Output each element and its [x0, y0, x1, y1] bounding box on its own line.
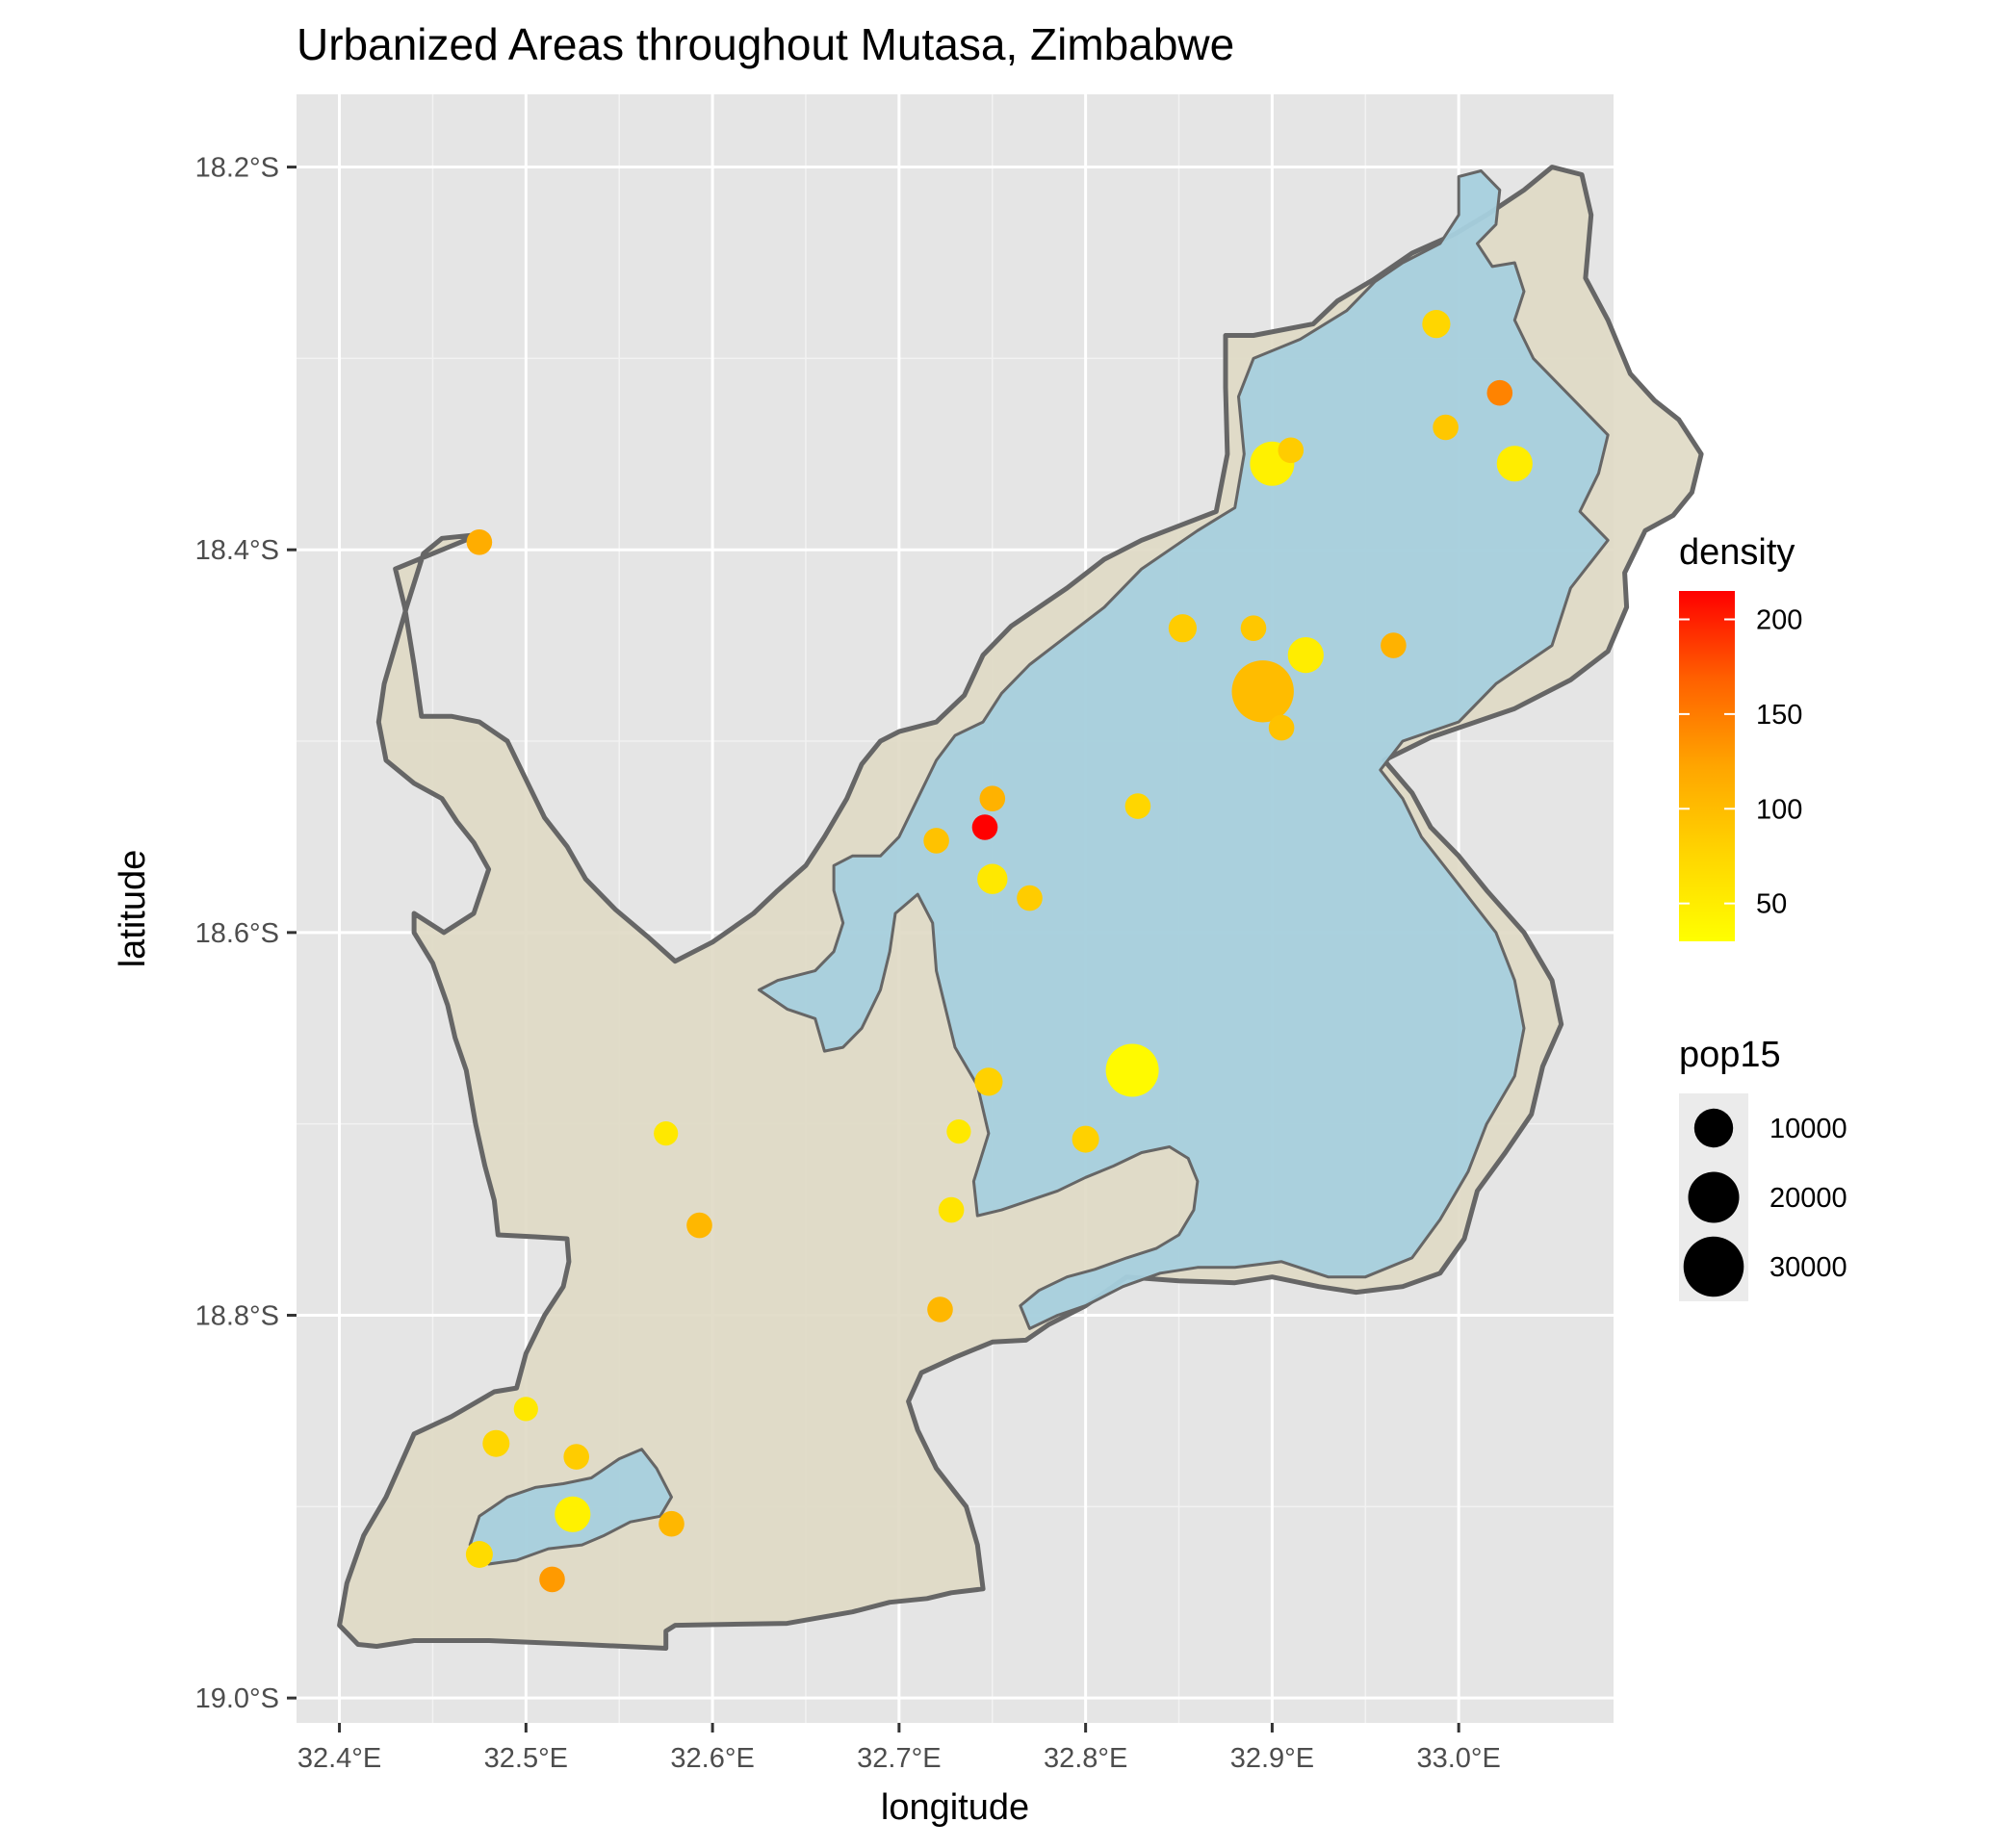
density-legend: density 200 150 100 50 [1679, 532, 1802, 941]
y-tick-label: 18.4°S [195, 535, 279, 566]
x-tick-label: 32.8°E [1044, 1743, 1127, 1774]
settlement-points-layer [465, 310, 1533, 1593]
settlement-point [1240, 615, 1267, 641]
y-tick-label: 18.8°S [195, 1301, 279, 1332]
settlement-point [465, 1541, 493, 1568]
urban-area [758, 169, 1610, 1330]
pop15-legend: pop15 10000 20000 30000 [1679, 1035, 1847, 1301]
settlement-point [654, 1121, 679, 1146]
settlement-point [938, 1196, 965, 1223]
density-legend-label: 100 [1756, 794, 1802, 825]
settlement-point [555, 1496, 591, 1532]
settlement-point [1105, 1043, 1159, 1097]
pop15-key-circle [1683, 1236, 1744, 1297]
chart-title: Urbanized Areas throughout Mutasa, Zimba… [297, 19, 1234, 69]
pop15-key-circle [1688, 1171, 1740, 1223]
x-tick-label: 33.0°E [1416, 1743, 1500, 1774]
settlement-point [1231, 660, 1294, 723]
pop15-legend-label: 30000 [1769, 1252, 1847, 1283]
y-axis: 18.2°S 18.4°S 18.6°S 18.8°S 19.0°S [195, 153, 297, 1714]
settlement-point [1496, 446, 1533, 482]
settlement-point [1168, 614, 1197, 643]
density-colorbar [1679, 591, 1735, 941]
y-tick-label: 18.6°S [195, 918, 279, 949]
settlement-point [946, 1119, 971, 1144]
x-tick-label: 32.7°E [857, 1743, 941, 1774]
x-tick-label: 32.4°E [297, 1743, 381, 1774]
settlement-point [923, 828, 949, 854]
settlement-point [977, 863, 1008, 894]
settlement-point [513, 1397, 538, 1422]
settlement-point [1072, 1125, 1099, 1153]
settlement-point [979, 785, 1006, 811]
settlement-point [482, 1429, 510, 1457]
x-tick-label: 32.9°E [1230, 1743, 1314, 1774]
x-axis-title: longitude [881, 1787, 1029, 1828]
pop15-legend-label: 20000 [1769, 1183, 1847, 1214]
x-tick-label: 32.5°E [484, 1743, 568, 1774]
settlement-point [1124, 793, 1151, 819]
settlement-point [974, 1067, 1003, 1096]
density-legend-label: 200 [1756, 605, 1802, 636]
x-tick-label: 32.6°E [670, 1743, 754, 1774]
settlement-point [1433, 414, 1459, 441]
density-legend-title: density [1679, 532, 1795, 573]
density-legend-label: 50 [1756, 889, 1787, 920]
settlement-point [466, 529, 493, 555]
settlement-point [1486, 379, 1513, 406]
y-tick-label: 19.0°S [195, 1683, 279, 1714]
pop15-legend-title: pop15 [1679, 1035, 1781, 1075]
pop15-key-circle [1693, 1108, 1734, 1148]
settlement-point [1422, 310, 1451, 339]
density-legend-label: 150 [1756, 700, 1802, 731]
settlement-point [927, 1296, 953, 1322]
settlement-point [686, 1212, 712, 1239]
y-axis-title: latitude [113, 850, 153, 968]
settlement-point [539, 1566, 565, 1593]
pop15-legend-label: 10000 [1769, 1114, 1847, 1144]
settlement-point [563, 1444, 589, 1470]
settlement-point [1017, 885, 1043, 911]
settlement-point [1268, 714, 1295, 741]
settlement-point [1381, 632, 1407, 658]
x-axis: 32.4°E 32.5°E 32.6°E 32.7°E 32.8°E 32.9°E 33.0… [297, 1723, 1501, 1774]
y-tick-label: 18.2°S [195, 153, 279, 184]
settlement-point [1278, 437, 1304, 464]
settlement-point [1287, 637, 1324, 674]
settlement-point [971, 814, 998, 840]
settlement-point [659, 1510, 685, 1537]
